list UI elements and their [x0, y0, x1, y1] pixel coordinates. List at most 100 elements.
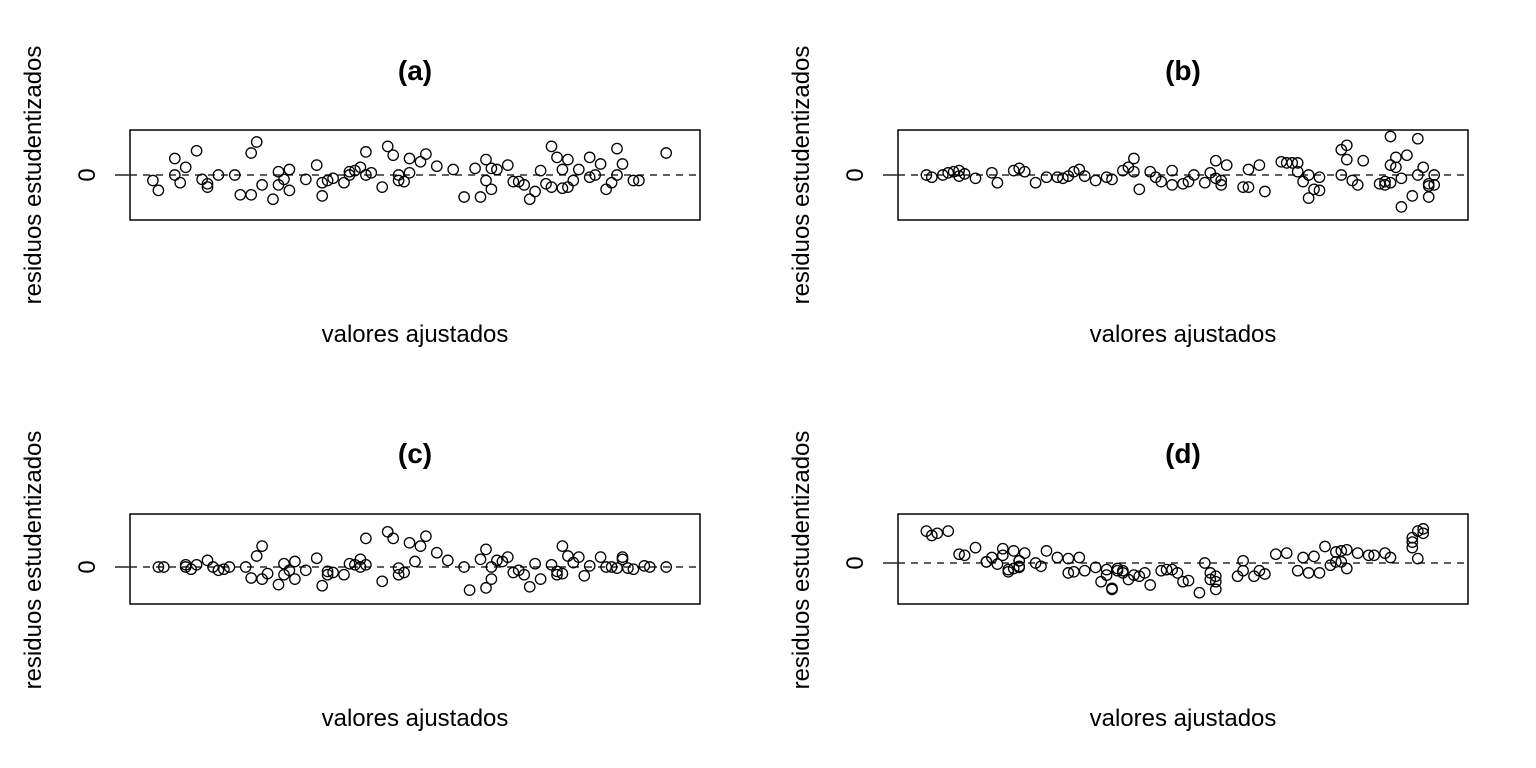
panel-a-point-26: [316, 176, 329, 189]
panel-d-point-88: [1411, 525, 1424, 537]
panel-d-point-20: [1013, 561, 1026, 574]
panel-a: (a) residuos estudentizados valores ajus…: [20, 46, 701, 348]
panel-c-point-26: [321, 568, 334, 581]
panel-c-point-30: [343, 557, 356, 570]
panel-d-point-71: [1313, 567, 1326, 579]
panel-a-point-1: [152, 184, 165, 197]
panel-c-point-6: [201, 554, 214, 567]
panel-b-ylabel: residuos estudentizados: [788, 46, 815, 305]
panel-a-point-51: [474, 191, 487, 203]
panel-a-point-66: [545, 140, 558, 153]
panel-b-point-24: [1106, 173, 1118, 186]
panel-a-point-2: [168, 152, 181, 165]
panel-b-point-17: [1057, 172, 1069, 185]
panel-c-point-51: [480, 543, 492, 556]
panel-b-point-2: [936, 169, 949, 181]
panel-a-ytick-0: 0: [74, 168, 101, 181]
panel-d-point-53: [1198, 557, 1211, 569]
panel-c-point-40: [392, 568, 405, 581]
panel-d-point-57: [1209, 583, 1222, 596]
panel-a-point-38: [381, 140, 394, 153]
panel-d-point-36: [1106, 582, 1118, 595]
panel-c: (c) residuos estudentizados valores ajus…: [20, 431, 701, 732]
panel-d-point-34: [1100, 569, 1113, 581]
panel-a-point-46: [420, 148, 432, 160]
panel-d-point-6: [969, 541, 982, 554]
panel-d-title: (d): [1165, 438, 1201, 469]
panel-d-xlabel: valores ajustados: [1090, 705, 1277, 732]
panel-a-point-85: [660, 147, 673, 159]
panel-a-point-84: [633, 174, 645, 187]
panel-b-point-59: [1313, 184, 1326, 197]
panel-b-point-14: [1029, 176, 1042, 189]
panel-a-point-80: [611, 142, 623, 155]
panel-b-point-53: [1291, 165, 1304, 178]
panel-d-point-91: [1417, 523, 1430, 535]
panel-d-point-3: [942, 525, 955, 537]
panel-b-point-3: [942, 166, 955, 179]
panel-a-point-45: [414, 155, 427, 168]
panel-a-point-55: [485, 183, 498, 196]
panel-c-title: (c): [398, 438, 432, 469]
panel-d-point-80: [1351, 547, 1364, 559]
panel-b-point-60: [1313, 171, 1326, 184]
panel-d-point-51: [1182, 574, 1195, 587]
panel-a-point-48: [447, 163, 460, 176]
panel-a-point-44: [403, 166, 416, 179]
panel-a-point-54: [485, 162, 498, 175]
panel-a-point-63: [534, 164, 547, 177]
panel-c-point-81: [627, 563, 640, 576]
panel-c-point-44: [414, 540, 427, 552]
panel-d-point-29: [1073, 551, 1086, 564]
panel-d-point-81: [1362, 549, 1375, 562]
panel-a-point-9: [201, 181, 214, 193]
panel-d-point-75: [1330, 556, 1342, 568]
panel-d-point-72: [1319, 540, 1331, 553]
panel-c-point-22: [289, 573, 301, 585]
panel-a-point-68: [556, 182, 569, 195]
panel-c-point-9: [218, 563, 230, 576]
panel-c-point-25: [316, 579, 329, 592]
panel-b-point-75: [1390, 161, 1402, 174]
panel-c-point-27: [321, 565, 334, 578]
panel-b: (b) residuos estudentizados valores ajus…: [788, 46, 1469, 348]
panel-d-ylabel: residuos estudentizados: [788, 431, 815, 690]
panel-a-point-67: [551, 151, 563, 164]
panel-a-point-81: [611, 169, 623, 181]
panel-c-point-1: [157, 561, 170, 573]
panel-b-point-19: [1067, 165, 1080, 178]
panel-d-point-25: [1051, 551, 1064, 564]
panel-c-point-23: [299, 564, 312, 577]
panel-a-point-75: [583, 171, 596, 184]
panel-d-point-15: [1007, 545, 1020, 557]
panel-c-points: [152, 525, 673, 596]
panel-b-point-41: [1209, 154, 1222, 167]
panel-b-point-7: [958, 168, 971, 180]
panel-d-point-50: [1177, 575, 1189, 588]
panel-a-point-0: [147, 174, 159, 187]
panel-c-point-63: [534, 573, 547, 585]
panel-c-point-82: [638, 560, 651, 572]
panel-c-point-48: [458, 561, 470, 573]
panel-b-point-6: [953, 170, 965, 182]
panel-d-point-82: [1368, 549, 1380, 562]
panel-c-point-21: [289, 555, 301, 568]
panel-a-point-30: [343, 165, 356, 178]
panel-b-point-8: [969, 172, 982, 185]
panel-d-point-23: [1035, 560, 1047, 573]
panel-b-point-10: [991, 176, 1004, 189]
panel-a-point-12: [234, 188, 247, 201]
panel-d-frame: [897, 513, 1469, 605]
panel-a-point-24: [310, 159, 323, 171]
panel-d-point-45: [1144, 579, 1157, 591]
panel-a-point-42: [398, 175, 410, 188]
panel-b-point-66: [1351, 179, 1364, 191]
panel-c-point-0: [152, 561, 165, 573]
panel-d-point-5: [958, 549, 971, 562]
panel-b-point-43: [1215, 179, 1228, 191]
panel-d-point-24: [1040, 545, 1053, 557]
panel-b-point-49: [1259, 185, 1271, 198]
panel-b-point-72: [1384, 130, 1397, 143]
panel-b-point-1: [925, 171, 938, 184]
panel-b-point-48: [1253, 159, 1266, 171]
